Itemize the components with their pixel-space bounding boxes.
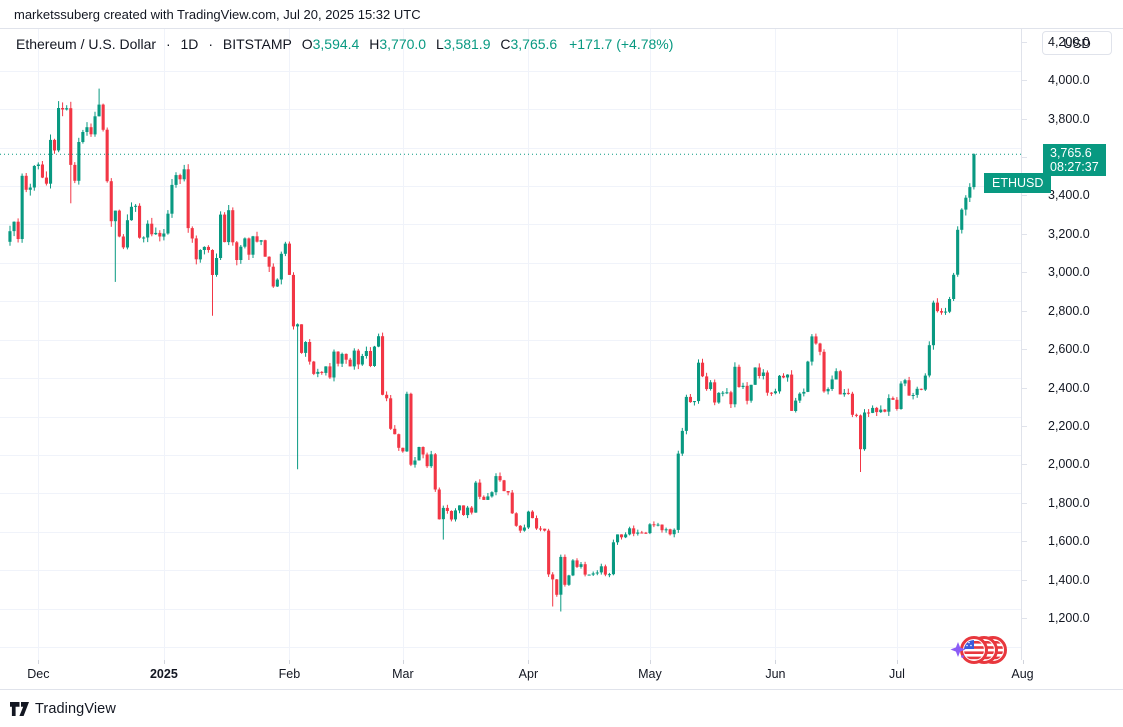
bar-close-countdown: 08:27:37 [1050,160,1099,175]
time-axis-tick [775,660,776,664]
price-axis-tick [1022,388,1027,389]
time-axis-tick [1023,660,1024,664]
attribution-bar: marketssuberg created with TradingView.c… [0,0,1123,29]
price-axis-label: 4,200.0 [1048,34,1090,49]
last-price-badge: 3,765.6 08:27:37 [1043,144,1106,177]
time-axis-label: Feb [278,667,301,681]
time-axis-label: Jul [888,667,905,681]
attribution-text: marketssuberg created with TradingView.c… [14,7,421,22]
price-axis-tick [1022,157,1027,158]
time-axis-tick [164,660,165,664]
symbol-title: Ethereum / U.S. Dollar [16,36,157,52]
usd-flag-coins-icon [950,636,1007,664]
price-axis-tick [1022,119,1027,120]
legend-separator: · [165,36,171,52]
candles-series [8,88,976,612]
price-axis-label: 3,400.0 [1048,188,1090,203]
time-axis-label: May [638,667,662,681]
price-axis-label: 3,000.0 [1048,265,1090,280]
time-axis-tick [528,660,529,664]
price-axis-label: 3,800.0 [1048,111,1090,126]
price-axis-tick [1022,272,1027,273]
time-axis-tick [38,660,39,664]
time-axis-label: Mar [392,667,414,681]
tradingview-logo-text: TradingView [35,700,116,717]
price-axis-tick [1022,503,1027,504]
exchange-label: BITSTAMP [222,36,292,52]
ohlc-low: L3,581.9 [435,36,491,52]
chart-legend: Ethereum / U.S. Dollar · 1D · BITSTAMP O… [16,36,673,52]
price-axis-tick [1022,195,1027,196]
price-scale[interactable]: USD 3,765.6 08:27:37 1,200.0 1,400.0 1,600… [1022,29,1123,660]
time-axis-label: Jun [765,667,786,681]
price-axis-label: 1,200.0 [1048,611,1090,625]
price-axis-label: 2,400.0 [1048,380,1090,395]
time-axis-label: Apr [518,667,539,681]
price-axis-label: 2,200.0 [1048,418,1090,433]
ohlc-open: O3,594.4 [301,36,360,52]
price-axis-label: 3,200.0 [1048,226,1090,241]
price-axis-label: 1,400.0 [1048,572,1090,587]
price-axis-tick [1022,80,1027,81]
time-axis-tick [650,660,651,664]
chart-pane[interactable]: Ethereum / U.S. Dollar · 1D · BITSTAMP O… [0,29,1052,664]
time-axis-label: Dec [27,667,50,681]
price-axis-tick [1022,464,1027,465]
branding-bar: TradingView [0,690,1123,727]
price-axis-tick [1022,580,1027,581]
price-axis-tick [1022,618,1027,619]
change-label: +171.7 (+4.78%) [569,36,674,52]
last-price-value: 3,765.6 [1050,146,1092,161]
price-axis-tick [1022,234,1027,235]
time-scale[interactable]: Dec 2025 Feb Mar Apr May Jun Jul Aug [0,660,1123,690]
symbol-price-tag: ETHUSD [984,173,1052,194]
interval-label: 1D [180,36,199,52]
price-axis-label: 2,600.0 [1048,342,1090,357]
price-axis-tick [1022,426,1027,427]
time-axis-label: 2025 [149,667,178,681]
price-axis-label: 2,000.0 [1048,457,1090,472]
currency-toggle-button[interactable]: USD [1042,31,1112,55]
price-axis-tick [1022,541,1027,542]
time-axis-tick [403,660,404,664]
time-axis-label: Aug [1011,667,1034,681]
time-axis-tick [289,660,290,664]
ohlc-close: C3,765.6 [500,36,558,52]
legend-separator: · [208,36,213,52]
sparkle-icon [950,642,966,657]
price-axis-tick [1022,42,1027,43]
time-axis-tick [897,660,898,664]
price-axis-label: 1,800.0 [1048,495,1090,510]
price-axis-label: 2,800.0 [1048,303,1090,318]
price-axis-tick [1022,349,1027,350]
horizontal-gridlines [0,71,1021,648]
candlestick-chart-canvas[interactable] [0,29,1021,660]
price-axis-tick [1022,311,1027,312]
price-axis-label: 1,600.0 [1048,534,1090,549]
price-axis-label: 4,000.0 [1048,73,1090,88]
ohlc-high: H3,770.0 [369,36,427,52]
vertical-gridlines [38,29,898,660]
tradingview-logo-icon [10,701,29,717]
